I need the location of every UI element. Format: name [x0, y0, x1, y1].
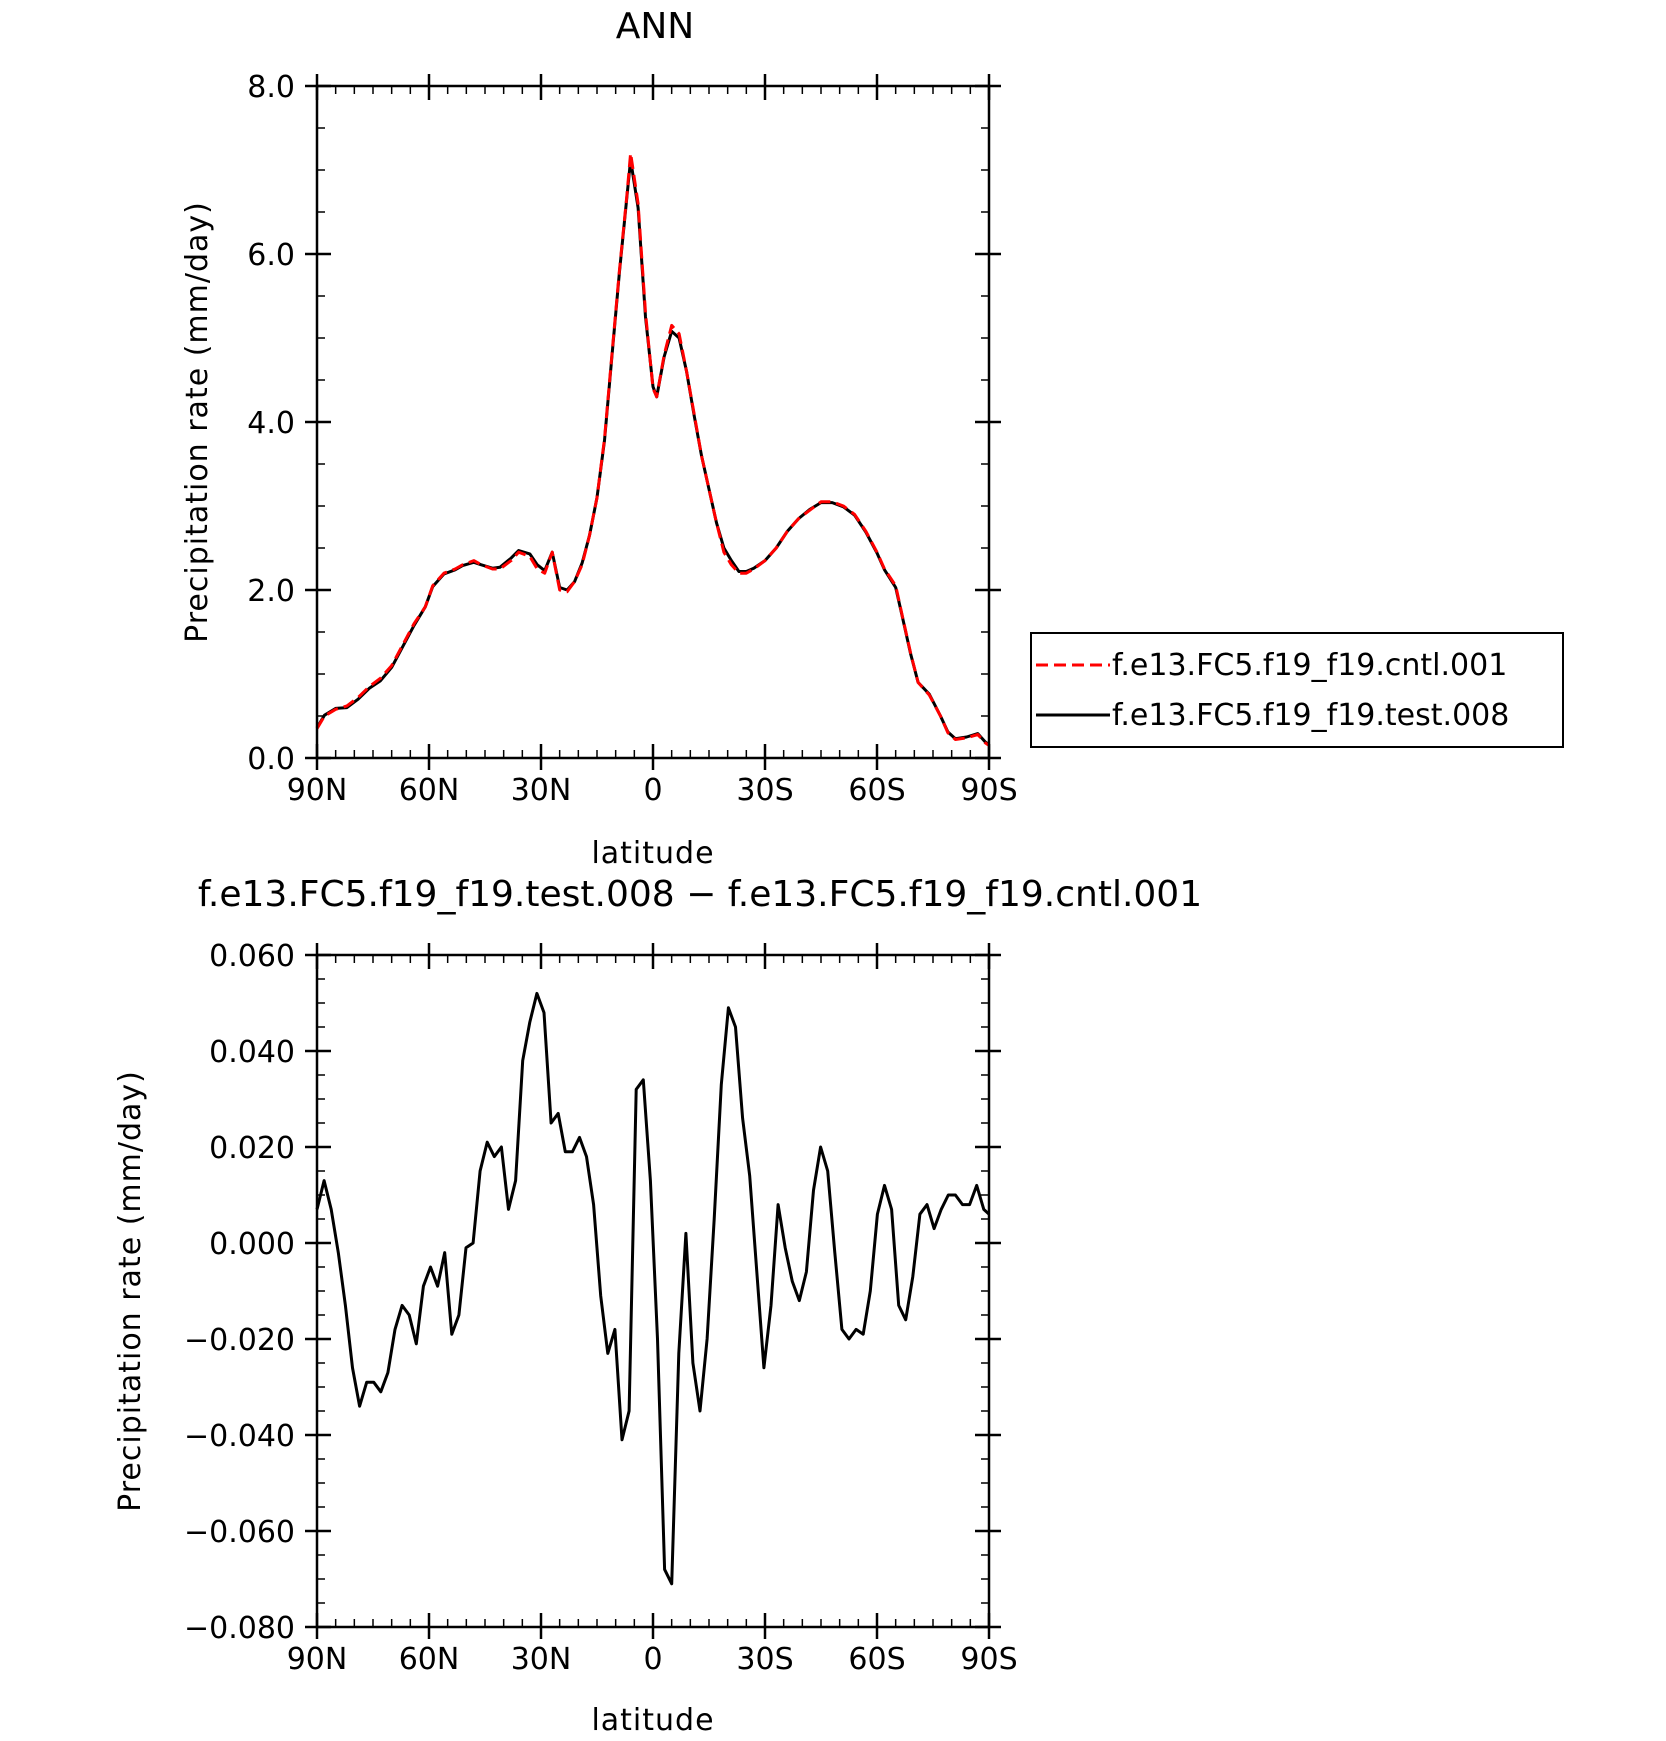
y-tick-label: 0.000	[209, 1227, 295, 1262]
panel-difference: f.e13.FC5.f19_f19.test.008 − f.e13.FC5.f…	[113, 874, 1202, 1738]
x-tick-label: 30N	[511, 773, 572, 808]
plot-frame	[315, 84, 991, 760]
y-axis-label: Precipitation rate (mm/day)	[113, 1070, 148, 1512]
x-tick-label: 60N	[399, 773, 460, 808]
y-tick-labels: −0.080 −0.060 −0.040 −0.020 0.000 0.020 0.040 0…	[184, 939, 295, 1646]
legend-label-cntl: f.e13.FC5.f19_f19.cntl.001	[1112, 648, 1507, 683]
y-tick-label: 0.020	[209, 1131, 295, 1166]
x-tick-label: 90N	[287, 773, 348, 808]
series-line-difference	[315, 991, 991, 1586]
y-tick-label: 6.0	[247, 238, 295, 273]
chart-title: ANN	[616, 6, 695, 47]
x-tick-label: 60S	[848, 773, 905, 808]
legend: f.e13.FC5.f19_f19.cntl.001 f.e13.FC5.f19…	[1030, 632, 1564, 748]
y-tick-label: 8.0	[247, 70, 295, 105]
x-tick-label: 30N	[511, 1642, 572, 1677]
x-tick-label: 90N	[287, 1642, 348, 1677]
legend-box	[1030, 632, 1564, 748]
y-tick-label: −0.040	[184, 1419, 295, 1454]
x-axis-label: latitude	[591, 836, 714, 871]
x-tick-labels: 90N 60N 30N 0 30S 60S 90S	[287, 1642, 1018, 1677]
y-tick-label: −0.060	[184, 1515, 295, 1550]
x-tick-labels: 90N 60N 30N 0 30S 60S 90S	[287, 773, 1018, 808]
series-layer	[315, 991, 991, 1586]
y-tick-label: −0.080	[184, 1611, 295, 1646]
y-axis-label: Precipitation rate (mm/day)	[180, 201, 215, 643]
y-tick-label: 2.0	[247, 574, 295, 609]
y-tick-label: −0.020	[184, 1323, 295, 1358]
x-tick-label: 90S	[960, 773, 1017, 808]
y-tick-labels: 0.0 2.0 4.0 6.0 8.0	[247, 70, 295, 777]
x-tick-label: 60S	[848, 1642, 905, 1677]
legend-label-test: f.e13.FC5.f19_f19.test.008	[1112, 698, 1509, 733]
y-tick-label: 0.040	[209, 1035, 295, 1070]
panel-annual-precipitation: ANN 0.02.04.06.08.0 90N 60N 30N 0 30S 60S 90S …	[180, 6, 1564, 871]
x-tick-label: 60N	[399, 1642, 460, 1677]
y-tick-label: 4.0	[247, 406, 295, 441]
series-layer	[315, 151, 990, 747]
plot-frame	[315, 953, 991, 1629]
x-tick-label: 30S	[736, 1642, 793, 1677]
x-tick-label: 90S	[960, 1642, 1017, 1677]
y-tick-label: 0.060	[209, 939, 295, 974]
difference-chart-title: f.e13.FC5.f19_f19.test.008 − f.e13.FC5.f…	[198, 874, 1202, 915]
x-tick-label: 0	[643, 773, 662, 808]
x-tick-label: 30S	[736, 773, 793, 808]
x-axis-label: latitude	[591, 1703, 714, 1738]
x-tick-label: 0	[643, 1642, 662, 1677]
y-tick-label: 0.0	[247, 742, 295, 777]
